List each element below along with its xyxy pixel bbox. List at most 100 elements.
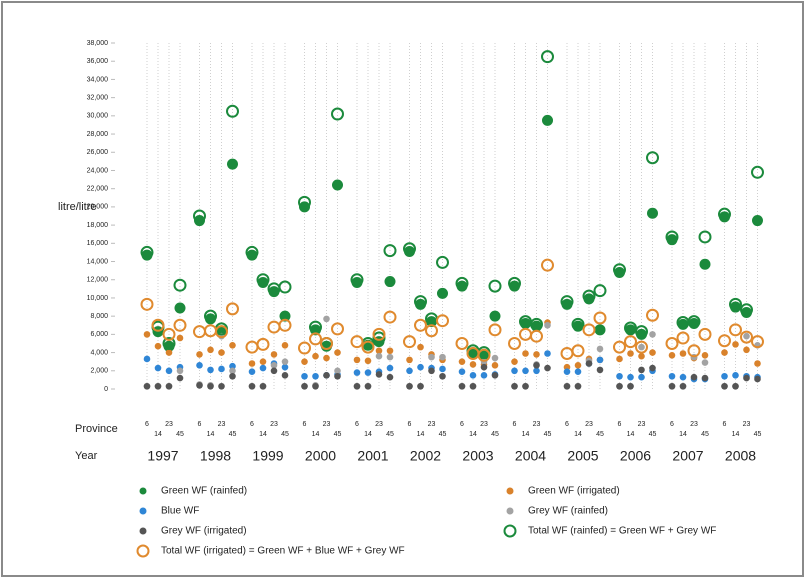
province-label: 45: [701, 431, 709, 438]
point: [593, 311, 607, 325]
point: [511, 358, 518, 365]
point: [332, 179, 343, 191]
province-label: 45: [544, 431, 552, 438]
y-tick-label: 20,000: [87, 204, 109, 211]
year-label: 1999: [252, 448, 283, 464]
province-label: 23: [270, 421, 278, 428]
point: [196, 362, 203, 369]
point: [403, 335, 416, 349]
point: [417, 343, 424, 351]
point: [732, 372, 739, 379]
point: [729, 297, 742, 311]
point: [165, 367, 173, 375]
province-label: 23: [638, 421, 646, 428]
point: [229, 341, 236, 349]
province-label: 6: [250, 421, 254, 428]
point: [364, 357, 372, 365]
point: [298, 195, 311, 209]
point: [754, 375, 761, 383]
point: [544, 321, 551, 329]
point: [259, 358, 267, 365]
point: [596, 366, 604, 374]
point: [751, 165, 764, 179]
point: [331, 107, 344, 121]
province-label: 45: [491, 431, 499, 438]
point: [638, 373, 645, 381]
legend-marker: [506, 487, 514, 495]
point: [563, 368, 571, 376]
point: [596, 356, 604, 364]
province-label: 45: [649, 431, 657, 438]
point: [248, 382, 256, 390]
point: [679, 373, 687, 381]
point: [455, 336, 469, 350]
legend-label: Green WF (irrigated): [528, 486, 620, 497]
point: [638, 352, 645, 360]
point: [364, 369, 372, 376]
point: [701, 359, 709, 366]
province-label: 6: [723, 421, 727, 428]
y-tick-label: 14,000: [87, 258, 109, 265]
point: [508, 276, 521, 290]
point: [309, 332, 322, 346]
y-tick-label: 34,000: [87, 76, 109, 83]
point: [522, 382, 529, 390]
point: [571, 317, 585, 331]
point: [751, 335, 764, 349]
point: [375, 347, 383, 355]
point: [428, 367, 435, 375]
point: [563, 363, 571, 371]
point: [281, 358, 289, 365]
province-label: 14: [574, 431, 582, 438]
point: [375, 352, 383, 360]
point: [436, 255, 449, 269]
point: [384, 276, 396, 288]
point: [613, 263, 626, 277]
point: [143, 382, 151, 390]
point: [406, 367, 413, 375]
point: [226, 302, 239, 316]
point: [574, 382, 582, 390]
point: [165, 349, 173, 356]
province-label: 14: [312, 431, 320, 438]
province-label: 6: [303, 421, 307, 428]
point: [679, 382, 687, 390]
point: [386, 364, 394, 372]
point: [176, 367, 184, 375]
y-tick-label: 18,000: [87, 222, 109, 229]
point: [665, 336, 679, 350]
point: [312, 382, 319, 390]
point: [227, 158, 238, 170]
point: [428, 353, 435, 361]
province-label: 6: [460, 421, 464, 428]
point: [278, 280, 292, 294]
point: [270, 367, 278, 375]
point: [248, 368, 256, 376]
province-label: 6: [355, 421, 359, 428]
point: [372, 331, 386, 345]
point: [541, 258, 554, 272]
point: [533, 362, 540, 369]
province-label: 23: [375, 421, 383, 428]
point: [281, 341, 289, 349]
point: [511, 382, 518, 390]
point: [698, 327, 712, 341]
y-tick-label: 12,000: [87, 277, 109, 284]
province-label: 6: [565, 421, 569, 428]
point: [256, 273, 270, 287]
point: [469, 382, 477, 390]
point: [701, 374, 709, 382]
legend-label: Grey WF (irrigated): [161, 526, 247, 537]
point: [406, 356, 413, 364]
point: [616, 372, 623, 380]
y-tick-label: 38,000: [87, 40, 109, 47]
point: [248, 360, 256, 367]
point: [154, 342, 162, 350]
point: [596, 345, 604, 353]
point: [353, 369, 361, 376]
y-axis-label: litre/litre: [58, 201, 97, 213]
point: [323, 372, 330, 379]
province-label: 45: [176, 431, 184, 438]
point: [489, 310, 501, 322]
